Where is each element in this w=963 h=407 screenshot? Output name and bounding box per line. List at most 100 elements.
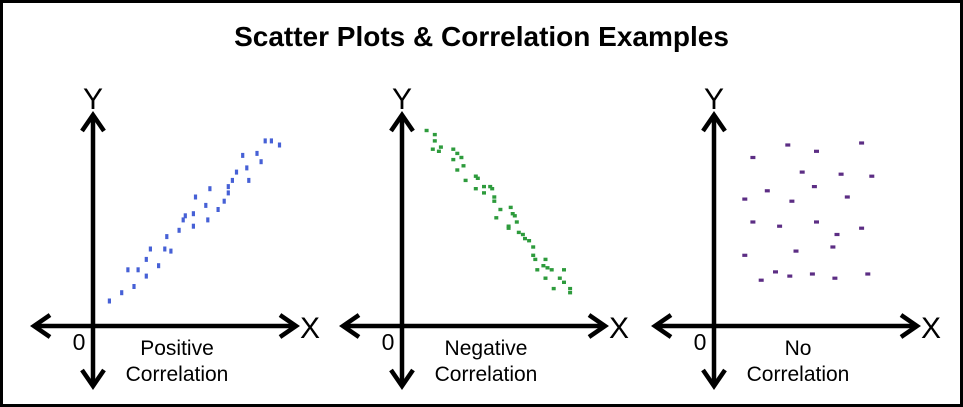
data-point [144,256,148,262]
data-point [494,216,499,220]
data-point [869,174,875,178]
origin-label: 0 [73,329,86,355]
data-point [424,128,429,133]
data-point [498,207,503,212]
data-point [144,273,148,279]
data-point [785,143,791,147]
data-point [543,257,548,262]
data-point [789,199,795,203]
data-point [436,149,441,153]
data-point [163,246,167,252]
caption-line-2: Correlation [747,363,850,386]
data-point [193,194,198,200]
caption-line-2: Correlation [435,363,538,386]
data-point [777,224,783,228]
data-point [183,213,187,219]
data-point [482,191,486,195]
data-point [799,170,805,174]
data-point [557,276,562,280]
data-point [865,272,871,276]
data-point [107,298,111,304]
data-point [814,220,819,224]
x-axis-label: X [921,312,941,345]
data-point [126,267,130,273]
data-point [259,159,263,165]
plot-no-correlation: Y X 0 No Correlation [651,83,941,390]
data-point [461,164,466,168]
data-point [255,150,259,156]
data-point [520,232,525,237]
data-point [132,284,136,289]
data-point [473,174,478,178]
data-point [742,197,748,201]
data-point [245,165,249,171]
data-point [216,207,220,212]
data-point [241,152,245,158]
data-point [455,168,460,172]
data-point [512,214,517,218]
data-point [451,147,456,151]
data-point [508,205,513,210]
data-point [148,246,152,252]
data-point [490,187,495,191]
data-point [830,245,836,249]
origin-label: 0 [694,329,707,355]
data-point [834,232,840,237]
data-point [750,220,756,224]
data-point [832,276,838,280]
data-point [206,217,210,223]
data-point [506,226,511,230]
data-point [157,263,161,269]
data-point [568,286,573,291]
data-point [169,248,173,254]
data-point [455,151,460,156]
data-point [277,142,282,148]
data-point [811,185,817,189]
data-point [230,177,234,183]
data-point [838,172,844,176]
data-point [463,178,468,183]
data-point [533,257,538,262]
data-point [742,253,748,257]
data-point [773,270,778,274]
caption-line-1: Negative [445,337,528,360]
data-point [451,157,456,162]
data-point [247,177,251,183]
data-point [488,184,493,189]
data-point [551,286,556,291]
data-point [208,186,212,192]
data-point [514,220,519,224]
data-point [492,199,497,203]
data-point [204,202,208,208]
data-point [535,268,540,272]
data-point [531,245,536,249]
data-point [527,239,532,243]
caption-line-1: Positive [140,337,214,360]
data-point [432,139,437,143]
data-point [191,223,195,229]
x-axis-label: X [609,312,629,345]
data-point [222,198,226,204]
data-point [809,272,815,276]
data-point [549,268,554,272]
data-point [492,195,497,199]
data-point [269,138,273,144]
plot-positive-correlation: Y X 0 Positive Correlation [30,83,320,390]
data-point [510,212,515,216]
data-point [562,268,566,272]
data-point [814,149,819,153]
data-point [226,184,230,190]
data-point [506,224,511,228]
data-point [523,236,527,241]
data-point [263,138,267,144]
data-point [545,266,550,270]
data-point [226,190,230,196]
x-axis-label: X [300,312,320,345]
data-point [475,176,480,180]
origin-label: 0 [382,329,395,355]
data-point [562,280,566,284]
data-point [120,290,124,296]
y-axis-label: Y [704,83,724,116]
data-point [181,217,185,223]
